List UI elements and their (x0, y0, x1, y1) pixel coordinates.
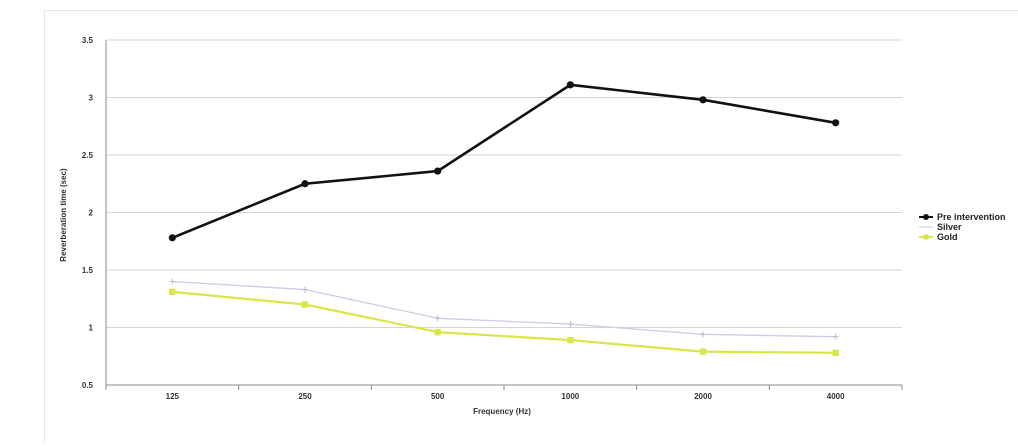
x-tick-labels: 125 250 500 1000 2000 4000 (166, 392, 845, 401)
series-gold (169, 288, 839, 356)
data-point-pre-intervention (699, 96, 707, 104)
series-silver (169, 278, 839, 340)
data-point-gold (169, 288, 176, 296)
x-tick-label: 4000 (827, 392, 845, 401)
axes (105, 40, 903, 390)
legend-marker (923, 234, 929, 240)
legend-item-silver: Silver (919, 222, 962, 232)
series-line-pre-intervention (171, 83, 836, 240)
x-tick-label: 500 (431, 392, 445, 401)
data-point-silver (700, 331, 706, 338)
y-tick-label: 2.5 (82, 151, 94, 160)
data-point-silver (302, 286, 308, 293)
data-point-gold (699, 348, 707, 355)
y-tick-label: 1 (89, 324, 94, 333)
series-pre-intervention (168, 81, 840, 242)
y-tick-label: 3 (89, 94, 94, 103)
series-line-gold (172, 290, 836, 354)
series-layer (168, 81, 840, 356)
data-point-silver (832, 333, 839, 340)
legend-marker (923, 214, 929, 220)
data-point-silver (434, 315, 441, 322)
x-tick-label: 2000 (694, 392, 712, 401)
y-tick-label: 2 (89, 209, 94, 218)
y-tick-label: 1.5 (82, 266, 94, 275)
y-axis-title: Reverberation time (sec) (59, 168, 68, 262)
legend-item-gold: Gold (919, 232, 958, 242)
data-point-gold (832, 349, 839, 356)
data-point-pre-intervention (301, 180, 309, 188)
data-point-pre-intervention (168, 234, 176, 242)
data-point-gold (434, 328, 441, 336)
data-point-silver (567, 321, 574, 328)
y-tick-labels: 0.5 1 1.5 2 2.5 3 3.5 (82, 36, 94, 390)
data-point-pre-intervention (434, 167, 442, 175)
data-point-pre-intervention (566, 81, 574, 89)
legend-label: Pre intervention (937, 212, 1006, 222)
series-line-silver (172, 280, 836, 338)
data-point-silver (169, 278, 176, 285)
legend-label: Silver (937, 222, 962, 232)
y-tick-label: 0.5 (82, 381, 94, 390)
grid-lines (106, 39, 902, 328)
y-tick-label: 3.5 (82, 36, 94, 45)
chart-frame (44, 10, 1018, 442)
x-tick-label: 1000 (561, 392, 579, 401)
x-tick-label: 250 (298, 392, 312, 401)
data-point-gold (567, 336, 574, 344)
data-point-gold (301, 301, 309, 308)
x-tick-label: 125 (166, 392, 180, 401)
legend-label: Gold (937, 232, 958, 242)
x-axis-title: Frequency (Hz) (473, 407, 531, 416)
data-point-pre-intervention (832, 119, 840, 127)
legend-item-pre-intervention: Pre intervention (919, 212, 1006, 222)
